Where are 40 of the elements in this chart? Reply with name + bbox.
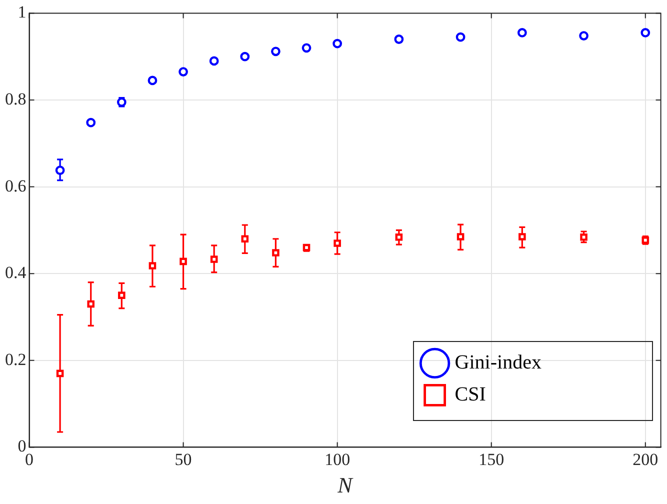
- point: [395, 234, 403, 241]
- y-tick-label: 1: [18, 2, 26, 22]
- point: [209, 56, 219, 66]
- x-tick-label: 200: [632, 450, 658, 469]
- legend-label: CSI: [454, 383, 486, 406]
- point: [240, 52, 250, 62]
- point: [210, 256, 218, 263]
- point: [272, 249, 280, 256]
- x-tick-label: 50: [174, 450, 192, 469]
- y-tick-label: 0: [18, 436, 26, 456]
- point: [86, 118, 96, 128]
- point: [332, 38, 342, 48]
- point: [640, 28, 650, 38]
- point: [518, 233, 526, 240]
- x-axis-title: N: [336, 472, 354, 498]
- x-tick-label: 150: [478, 450, 504, 469]
- point: [580, 234, 588, 241]
- point: [334, 240, 341, 247]
- y-tick-label: 0.6: [5, 176, 26, 196]
- point: [456, 233, 464, 240]
- point: [271, 46, 280, 56]
- point: [302, 43, 312, 53]
- point: [517, 28, 527, 38]
- point: [456, 32, 466, 42]
- point: [148, 76, 158, 86]
- point: [55, 166, 65, 176]
- point: [118, 292, 126, 299]
- point: [87, 300, 95, 308]
- point: [178, 67, 188, 76]
- point: [579, 31, 588, 40]
- point: [394, 34, 404, 44]
- x-tick-label: 100: [324, 450, 350, 469]
- point: [56, 370, 64, 378]
- y-tick-label: 0.2: [5, 350, 26, 369]
- point: [241, 235, 249, 243]
- legend-label: Gini-index: [454, 351, 542, 374]
- point: [148, 262, 156, 270]
- y-tick-label: 0.8: [5, 89, 26, 108]
- y-tick-label: 0.4: [5, 263, 27, 282]
- point: [180, 258, 187, 266]
